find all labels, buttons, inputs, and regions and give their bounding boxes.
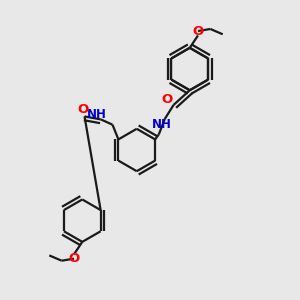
Text: O: O — [192, 25, 204, 38]
Text: O: O — [77, 103, 89, 116]
Text: NH: NH — [87, 108, 107, 121]
Text: O: O — [68, 252, 80, 265]
Text: NH: NH — [152, 118, 172, 131]
Text: O: O — [161, 93, 173, 106]
